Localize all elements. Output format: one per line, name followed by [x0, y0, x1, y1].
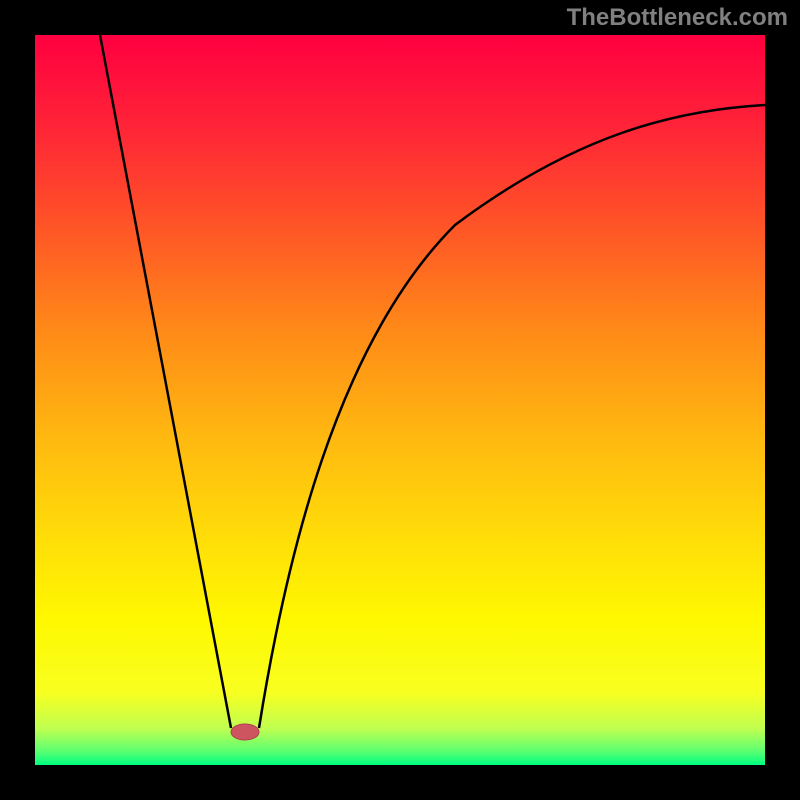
- gradient-background: [35, 35, 765, 765]
- watermark-text: TheBottleneck.com: [567, 4, 788, 32]
- plot-area: [35, 35, 765, 765]
- minimum-marker: [231, 724, 259, 740]
- chart-container: TheBottleneck.com: [0, 0, 800, 800]
- chart-svg: [35, 35, 765, 765]
